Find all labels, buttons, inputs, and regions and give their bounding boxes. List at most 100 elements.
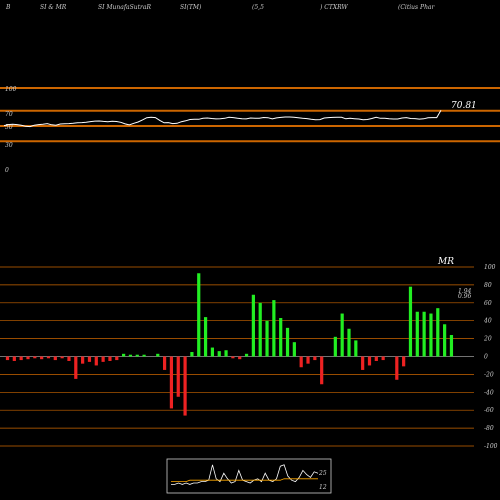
mr-bar	[395, 356, 399, 380]
mr-bar	[142, 354, 146, 357]
mr-bar	[238, 356, 242, 360]
mr-bar	[135, 354, 139, 357]
mini-panel: 25 12	[166, 458, 332, 494]
mr-bar	[108, 356, 112, 361]
rsi-tick-label: 30	[5, 142, 13, 149]
mini-label: 25	[318, 470, 327, 477]
mini-label: 12	[319, 484, 327, 491]
mr-bar	[422, 311, 426, 357]
mr-bar	[231, 356, 235, 359]
header-part: SI(TM)	[180, 4, 202, 11]
header-part: ) CTXRW	[320, 4, 348, 11]
mini-signal-line	[171, 478, 318, 483]
mr-bar	[197, 273, 201, 357]
mrsi-panel: 100 80 60 40 20 0 -20 -40 -60 -80 -100 MR 1.940.96	[0, 257, 498, 450]
mr-bar	[402, 356, 406, 367]
rsi-line	[3, 109, 442, 128]
mr-tick-label: -100	[484, 443, 498, 450]
mr-tick-label: 0	[484, 354, 488, 361]
mr-bar	[87, 356, 92, 362]
mr-bar	[244, 353, 249, 357]
rsi-tick-label: 100	[5, 86, 17, 93]
mr-bar	[5, 356, 10, 361]
mr-bar	[265, 320, 269, 357]
mr-tick-label: 100	[484, 264, 496, 271]
header-part: (5,5	[252, 4, 264, 11]
mr-bar	[26, 356, 30, 360]
mr-bar	[190, 352, 194, 357]
mr-bar	[272, 300, 276, 357]
mr-bar	[176, 356, 180, 397]
mr-tick-label: 80	[484, 282, 492, 289]
mr-tick-label: 20	[483, 336, 492, 343]
mr-tick-label: -40	[484, 389, 494, 396]
mr-tick-label: -80	[484, 425, 494, 432]
header-part: (Citius Phar	[398, 4, 435, 11]
mr-bar	[94, 356, 98, 366]
mr-bar	[258, 302, 262, 357]
mr-tick-label: 60	[484, 300, 492, 307]
mr-tick-label: -60	[484, 407, 494, 414]
mr-bar	[169, 356, 174, 409]
rsi-tick-label: 50	[5, 124, 13, 131]
mr-bar	[53, 356, 57, 361]
rsi-tick-label: 0	[5, 167, 9, 174]
mr-bar	[183, 356, 187, 416]
mr-bar	[443, 324, 447, 357]
mr-bar	[367, 356, 372, 366]
mr-label: MR	[437, 257, 454, 267]
header-part: B	[6, 4, 11, 11]
mr-bar	[381, 356, 385, 361]
rsi-last-value: 70.81	[451, 101, 477, 111]
mr-bar	[40, 356, 44, 360]
mr-bar	[251, 294, 255, 357]
mr-bar	[217, 351, 221, 357]
mr-bar	[299, 356, 303, 368]
mr-bar	[347, 328, 351, 357]
header-part: SI & MR	[40, 4, 67, 11]
mini-frame	[166, 458, 332, 494]
mr-bar	[67, 356, 71, 361]
mr-bar	[415, 311, 419, 357]
mr-bar	[156, 353, 160, 357]
mr-bar	[122, 353, 126, 357]
mr-bar	[285, 327, 290, 357]
mr-bar	[224, 350, 228, 357]
mr-bar	[306, 356, 310, 364]
mr-bar	[429, 313, 433, 357]
mr-bar	[340, 313, 344, 357]
mr-bar	[74, 356, 78, 379]
mr-bar	[203, 317, 208, 357]
mr-bar	[33, 356, 37, 359]
mr-last-value: 0.96	[458, 293, 472, 300]
mr-bar	[408, 286, 413, 357]
mr-bar	[292, 342, 296, 357]
mr-bar	[101, 356, 105, 362]
mr-last-value: 1.94	[458, 288, 472, 295]
mr-bar	[333, 336, 337, 357]
mr-bar	[162, 356, 167, 370]
rsi-panel: 100 70 50 30 0 70.81	[0, 86, 500, 174]
mr-bar	[449, 335, 454, 357]
mr-bar	[374, 356, 378, 361]
mr-bar	[313, 356, 317, 361]
mr-tick-label: -20	[484, 371, 494, 378]
mr-bar	[436, 308, 440, 357]
mr-bar	[128, 354, 133, 357]
mr-bar	[279, 318, 283, 357]
mr-bar	[81, 356, 85, 364]
rsi-tick-label: 70	[5, 111, 13, 118]
mr-bar	[115, 356, 119, 361]
mr-bar	[320, 356, 324, 385]
mr-bar	[19, 356, 23, 361]
mr-tick-label: 40	[483, 318, 492, 325]
mr-bar	[60, 356, 64, 359]
mr-bar	[354, 340, 358, 357]
mr-bar	[12, 356, 16, 361]
mini-line	[171, 464, 319, 485]
mr-bar	[210, 347, 214, 357]
header-part: SI MunafaSutraR	[98, 4, 151, 11]
mr-bar	[361, 356, 365, 370]
mr-bar	[46, 356, 51, 359]
